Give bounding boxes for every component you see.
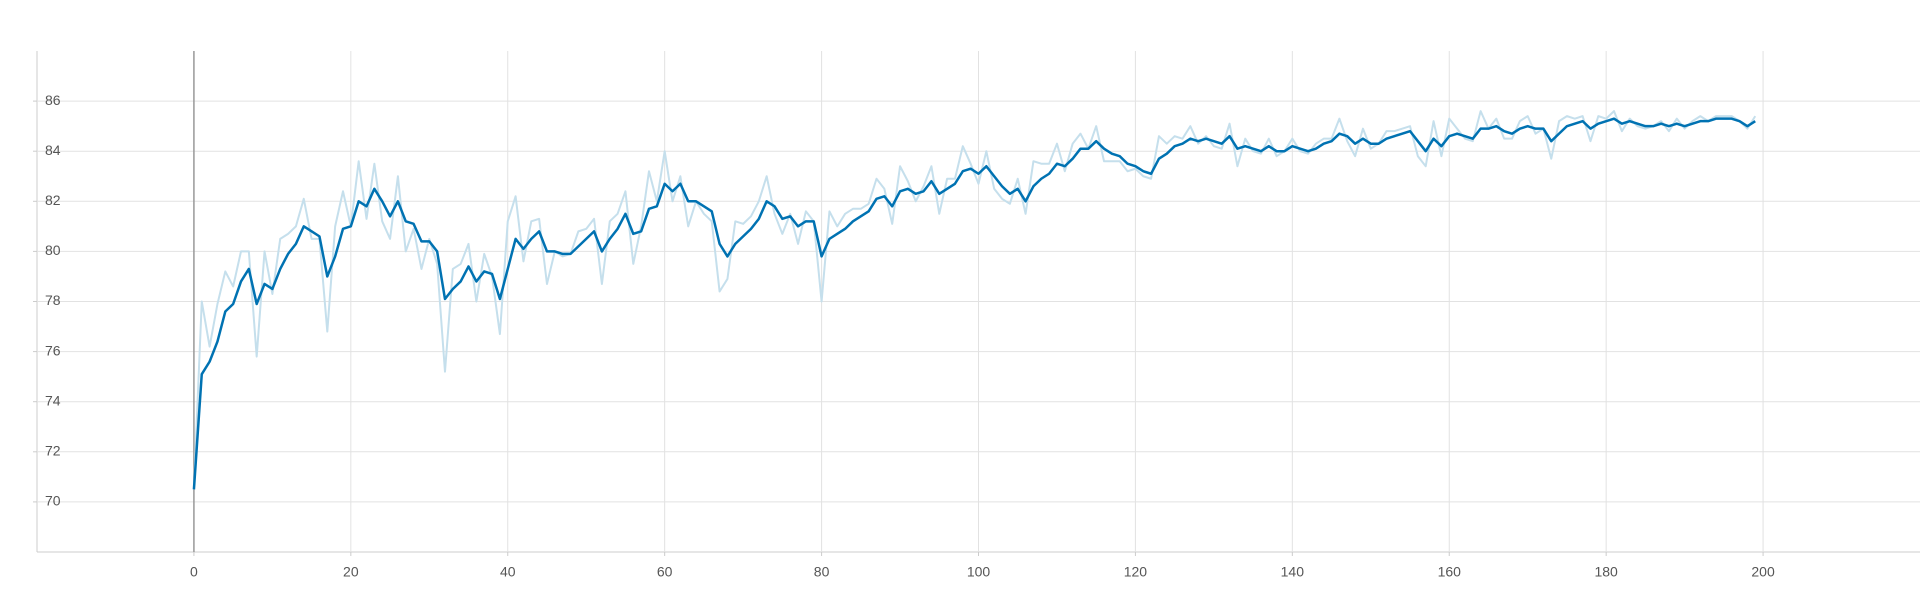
series-line <box>192 110 1757 490</box>
y-tick-label: 76 <box>45 342 61 358</box>
y-tick-label: 80 <box>45 242 61 258</box>
x-tick-label: 120 <box>1124 564 1148 580</box>
y-tick-label: 78 <box>45 292 61 308</box>
y-tick-label: 84 <box>45 142 61 158</box>
y-tick-label: 70 <box>45 493 61 509</box>
y-tick-label: 82 <box>45 192 61 208</box>
y-tick-label: 74 <box>45 392 61 408</box>
x-tick-label: 0 <box>190 564 198 580</box>
x-tick-label: 60 <box>657 564 673 580</box>
x-tick-label: 100 <box>967 564 991 580</box>
y-tick-label: 72 <box>45 443 61 459</box>
x-tick-label: 80 <box>814 564 830 580</box>
x-tick-label: 200 <box>1751 564 1775 580</box>
x-tick-label: 140 <box>1281 564 1305 580</box>
x-tick-label: 160 <box>1438 564 1462 580</box>
x-tick-label: 40 <box>500 564 516 580</box>
series-line <box>192 117 1756 490</box>
x-tick-label: 20 <box>343 564 359 580</box>
x-tick-label: 180 <box>1594 564 1618 580</box>
y-tick-label: 86 <box>45 92 61 108</box>
